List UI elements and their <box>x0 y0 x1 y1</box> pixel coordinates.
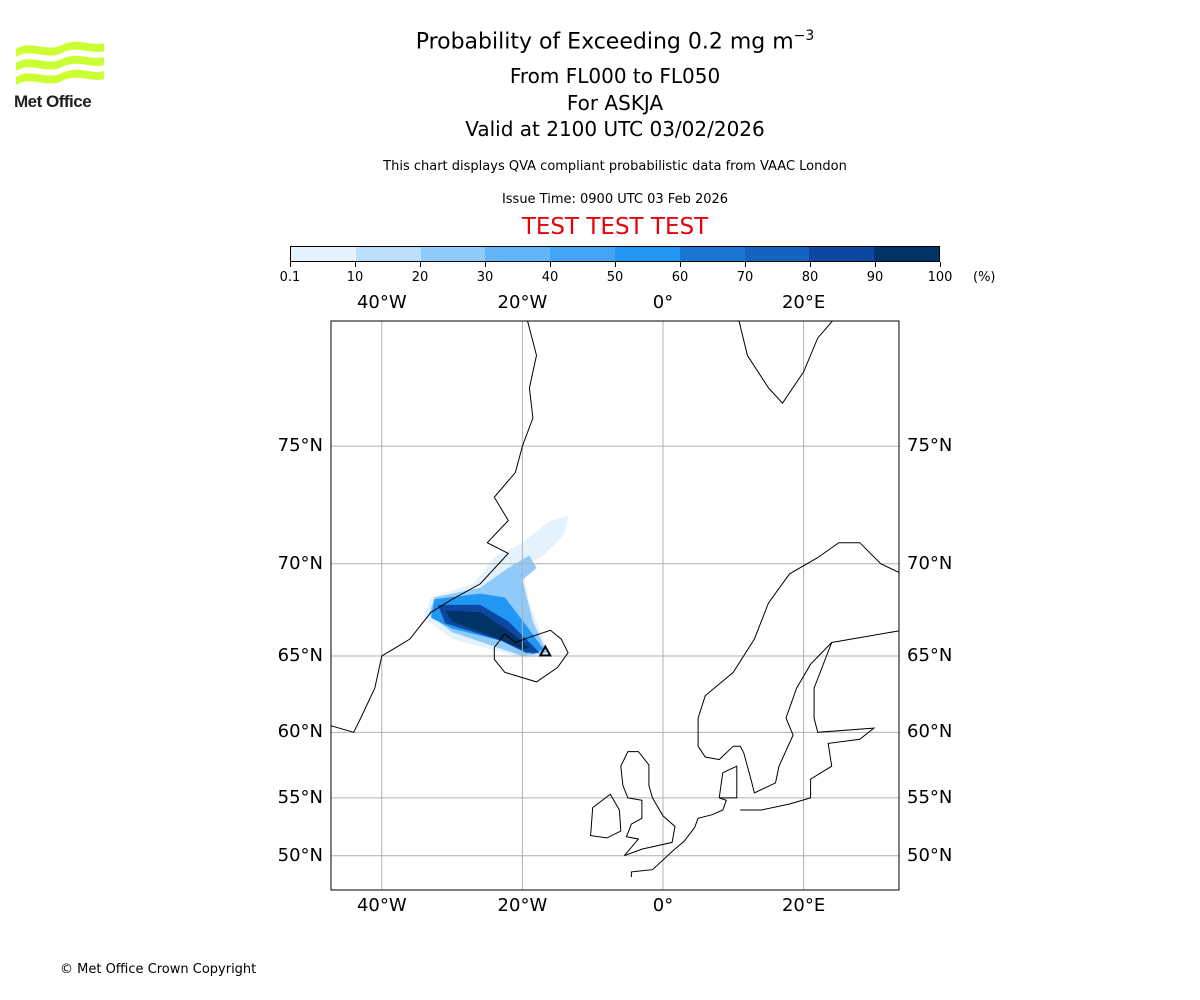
colorbar-tick-label: 0.1 <box>279 270 301 285</box>
coastline-iceland <box>493 629 569 683</box>
colorbar-tick <box>615 262 616 267</box>
map-frame <box>330 320 900 891</box>
axis-label: 70°N <box>277 552 323 574</box>
axis-label: 40°W <box>356 292 407 313</box>
colorbar-tick <box>420 262 421 267</box>
colorbar-tick-label: 50 <box>606 270 624 285</box>
chart-subtitle: This chart displays QVA compliant probab… <box>383 159 847 174</box>
coastline-denmark <box>718 765 738 799</box>
axis-label: 50°N <box>277 844 323 866</box>
colorbar-tick-label: 70 <box>736 270 754 285</box>
colorbar-tick <box>875 262 876 267</box>
colorbar-bin-7 <box>744 247 810 261</box>
coastline-norway <box>697 542 899 747</box>
valid-time: Valid at 2100 UTC 03/02/2026 <box>465 117 765 141</box>
colorbar-tick-label: 20 <box>411 270 429 285</box>
colorbar-tick <box>680 262 681 267</box>
colorbar-bin-6 <box>679 247 745 261</box>
colorbar-bin-3 <box>485 247 551 261</box>
axis-label: 55°N <box>277 786 323 808</box>
axis-label: 75°N <box>277 435 323 457</box>
colorbar-tick <box>745 262 746 267</box>
colorbar-tick-label: 60 <box>671 270 689 285</box>
axis-label: 55°N <box>907 786 953 808</box>
map-content <box>331 321 899 890</box>
colorbar-bin-2 <box>420 247 486 261</box>
colorbar-bin-4 <box>550 247 615 261</box>
axis-label: 20°E <box>781 292 826 313</box>
test-banner: TEST TEST TEST <box>521 214 709 240</box>
colorbar-bin-5 <box>614 247 680 261</box>
axis-label: 20°W <box>497 895 548 916</box>
issue-time: Issue Time: 0900 UTC 03 Feb 2026 <box>501 192 729 207</box>
title-text: Probability of Exceeding 0.2 mg m <box>415 29 794 55</box>
colorbar-bin-9 <box>874 247 939 261</box>
axis-label: 0° <box>652 292 674 313</box>
axis-label: 65°N <box>277 645 323 666</box>
volcano-name: For ASKJA <box>566 91 664 115</box>
axis-label: 20°E <box>781 895 826 916</box>
flight-level-range: From FL000 to FL050 <box>509 64 721 88</box>
colorbar-tick <box>355 262 356 267</box>
axis-label: 60°N <box>907 721 953 743</box>
copyright: © Met Office Crown Copyright <box>60 962 257 977</box>
volcano-marker-icon <box>538 644 552 657</box>
colorbar-tick <box>485 262 486 267</box>
coastline-greenland <box>331 321 538 733</box>
colorbar-tick-label: 80 <box>801 270 819 285</box>
logo-text: Met Office <box>14 92 92 111</box>
colorbar-tick-label: 30 <box>476 270 494 285</box>
ash-probability-layer-4 <box>445 610 530 650</box>
axis-label: 75°N <box>907 435 953 457</box>
colorbar-bin-1 <box>355 247 421 261</box>
axis-label: 0° <box>652 895 674 916</box>
axis-label: 60°N <box>277 721 323 743</box>
axis-label: 40°W <box>356 895 407 916</box>
coastline-finland <box>740 642 876 811</box>
colorbar-tick-label: 100 <box>927 270 953 285</box>
axis-label: 50°N <box>907 844 953 866</box>
colorbar-tick-label: 40 <box>541 270 559 285</box>
colorbar-tick <box>940 262 941 267</box>
axis-label: 65°N <box>907 645 953 666</box>
colorbar-tick <box>290 262 291 267</box>
coastline-continent <box>630 797 727 878</box>
colorbar-tick-label: 10 <box>346 270 364 285</box>
coastline-svalbard <box>738 321 834 405</box>
chart-title: Probability of Exceeding 0.2 mg m−3 <box>0 28 1200 54</box>
coastline-ireland <box>590 793 622 839</box>
colorbar-tick-label: 90 <box>866 270 884 285</box>
title-superscript: −3 <box>793 28 815 44</box>
colorbar-tick <box>810 262 811 267</box>
axis-label: 20°W <box>497 292 548 313</box>
met-office-logo <box>16 41 104 85</box>
colorbar-tick <box>550 262 551 267</box>
colorbar-unit: (%) <box>973 270 996 285</box>
axis-label: 70°N <box>907 552 953 574</box>
coastline-britain <box>620 751 676 857</box>
colorbar-bin-0 <box>291 247 356 261</box>
coastline-sweden <box>697 630 899 794</box>
colorbar-bin-8 <box>809 247 875 261</box>
colorbar <box>290 246 940 262</box>
